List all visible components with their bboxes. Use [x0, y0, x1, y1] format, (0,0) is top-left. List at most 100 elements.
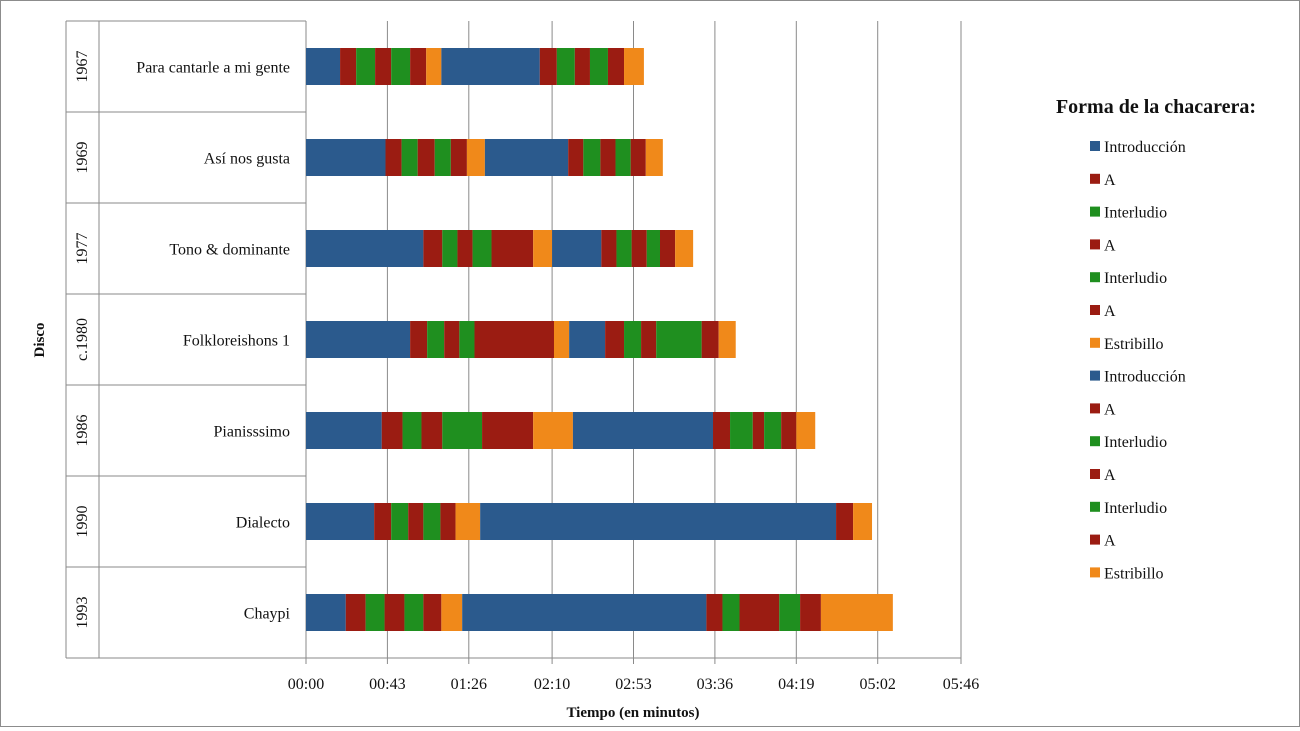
bar-segment — [374, 503, 392, 540]
bar-segment — [752, 412, 765, 449]
bar-segment — [441, 594, 463, 631]
legend-swatch — [1090, 403, 1100, 414]
bar-segment — [480, 503, 837, 540]
legend-label: A — [1104, 237, 1116, 254]
bar-segment — [426, 48, 442, 85]
bar-segment — [306, 139, 386, 176]
legend-swatch — [1090, 567, 1100, 578]
year-label: 1993 — [74, 597, 91, 629]
category-labels: Para cantarle a mi gente 1967 Así nos gust… — [74, 51, 291, 629]
x-tick-label: 00:43 — [369, 676, 405, 693]
bar-segment — [306, 230, 424, 267]
x-tick-label: 02:53 — [615, 676, 651, 693]
bar-segment — [423, 230, 443, 267]
bar-segment — [574, 48, 590, 85]
bar-segment — [410, 321, 428, 358]
year-label: c.1980 — [74, 318, 91, 361]
bar-segment — [459, 321, 475, 358]
album-label: Folkloreishons 1 — [183, 333, 290, 350]
year-label: 1967 — [74, 51, 91, 83]
bar-segment — [660, 230, 676, 267]
bar-segment — [442, 230, 458, 267]
bar-segment — [434, 139, 451, 176]
legend-label: Estribillo — [1104, 336, 1164, 353]
legend-swatch — [1090, 206, 1100, 217]
bar-segment — [375, 48, 392, 85]
bar-segment — [466, 139, 485, 176]
bar-segment — [381, 412, 403, 449]
x-tick-label: 00:00 — [288, 676, 324, 693]
bar-segment — [410, 48, 427, 85]
bar-segment — [391, 503, 409, 540]
bar-segment — [569, 321, 606, 358]
bar-segment — [408, 503, 424, 540]
x-tick-label: 01:26 — [451, 676, 487, 693]
album-label: Así nos gusta — [204, 151, 290, 168]
bar-segment — [615, 139, 631, 176]
bar-segment — [345, 594, 366, 631]
legend-label: A — [1104, 401, 1116, 418]
bar-segment — [656, 321, 702, 358]
album-label: Chaypi — [244, 606, 291, 623]
bar-segment — [442, 412, 483, 449]
bar-segment — [605, 321, 625, 358]
legend-swatch — [1090, 436, 1100, 447]
album-label: Pianisssimo — [214, 424, 290, 441]
album-label: Tono & dominante — [169, 242, 290, 259]
bar-segment — [365, 594, 385, 631]
bar-segment — [631, 230, 647, 267]
bar-segment — [641, 321, 657, 358]
bar-segment — [568, 139, 584, 176]
bar-segment — [706, 594, 723, 631]
bar-segment — [781, 412, 797, 449]
legend-label: Estribillo — [1104, 565, 1164, 582]
bar-segment — [607, 48, 625, 85]
bar-segment — [533, 412, 573, 449]
year-label: 1977 — [74, 233, 91, 265]
bar-segment — [384, 594, 405, 631]
bar-segment — [796, 412, 816, 449]
legend-label: Interludio — [1104, 500, 1167, 517]
bar-segment — [552, 230, 602, 267]
legend-label: Introducción — [1104, 139, 1186, 156]
bar-segment — [385, 139, 402, 176]
bar-segment — [474, 321, 554, 358]
bar-segment — [764, 412, 782, 449]
bar-segment — [340, 48, 357, 85]
bar-segment — [491, 230, 534, 267]
bar-segment — [306, 412, 382, 449]
bar-segment — [739, 594, 780, 631]
legend-label: Interludio — [1104, 205, 1167, 222]
legend-swatch — [1090, 141, 1100, 151]
x-tick-label: 05:46 — [943, 676, 979, 693]
bar-segment — [589, 48, 608, 85]
legend-label: A — [1104, 467, 1116, 484]
legend-swatch — [1090, 173, 1100, 184]
legend-swatch — [1090, 469, 1100, 479]
year-label: 1969 — [74, 142, 91, 174]
bar-segment — [539, 48, 557, 85]
legend-label: Interludio — [1104, 270, 1167, 287]
bar-segment — [484, 139, 569, 176]
bar-segment — [441, 48, 540, 85]
legend-label: Interludio — [1104, 434, 1167, 451]
bar-segment — [601, 230, 617, 267]
bar-segment — [472, 230, 492, 267]
bar-segment — [306, 48, 341, 85]
year-label: 1990 — [74, 506, 91, 538]
bar-segment — [701, 321, 719, 358]
x-tick-labels: 00:00 00:43 01:26 02:10 02:53 03:36 04:19 05:02… — [288, 676, 979, 693]
x-tick-label: 03:36 — [697, 676, 733, 693]
bar-segment — [306, 321, 411, 358]
bar-segment — [572, 412, 714, 449]
bar-segment — [306, 594, 346, 631]
legend-swatch — [1090, 534, 1100, 545]
x-tick-label: 02:10 — [534, 676, 570, 693]
album-label: Dialecto — [236, 515, 290, 532]
bar-segment — [417, 139, 435, 176]
x-axis-title: Tiempo (en minutos) — [566, 705, 699, 721]
legend-label: A — [1104, 533, 1116, 550]
bar-segment — [440, 503, 456, 540]
